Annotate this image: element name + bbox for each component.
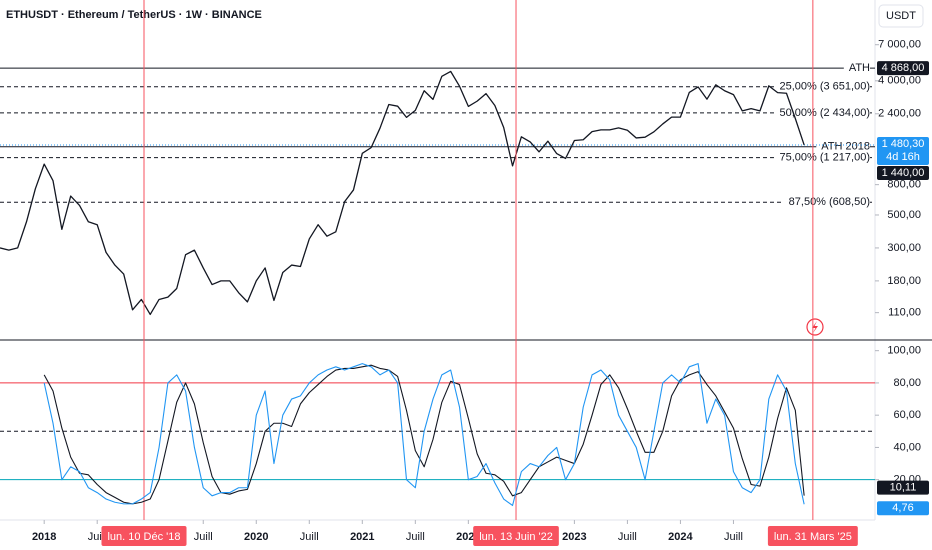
- level-label: 50,00% (2 434,00): [779, 107, 870, 119]
- marker-date-label: lun. 31 Mars '25: [774, 531, 852, 543]
- marker-date-label: lun. 13 Juin '22: [479, 531, 553, 543]
- level-label: 75,00% (1 217,00): [779, 151, 870, 163]
- y-tick-label: 300,00: [887, 242, 921, 254]
- y-tick-label: 800,00: [887, 179, 921, 191]
- y-tick-label: 80,00: [893, 377, 921, 389]
- chart-title: ETHUSDT · Ethereum / TetherUS · 1W · BIN…: [6, 9, 262, 21]
- level-tag-bg: [877, 61, 929, 76]
- marker-date-tag: [473, 526, 559, 546]
- level-label-bg: [783, 195, 870, 210]
- marker-date-tag: [767, 526, 858, 546]
- value-tag: 10,11: [890, 482, 917, 494]
- level-label-bg: [843, 61, 870, 76]
- value-tag-bg: [877, 480, 929, 495]
- value-tag: 4,76: [892, 502, 913, 514]
- level-tag: 4 868,00: [882, 62, 925, 74]
- value-tag-bg: [877, 501, 929, 516]
- x-tick-label: 2023: [562, 531, 586, 543]
- alert-bolt[interactable]: [812, 321, 818, 333]
- series-line: [43, 364, 805, 505]
- countdown-label: 4d 16h: [886, 151, 920, 163]
- last-price-tag-bg: [877, 136, 929, 165]
- x-tick-label: 2020: [244, 531, 268, 543]
- marker-date-tag: [101, 526, 187, 546]
- level-label-bg: [774, 150, 870, 165]
- x-tick-label: Juill: [194, 531, 213, 543]
- level-label: ATH 2018: [821, 141, 870, 153]
- y-tick-label: 40,00: [893, 441, 921, 453]
- x-tick-label: Juill: [724, 531, 743, 543]
- level-label-bg: [774, 105, 870, 120]
- level-label-bg: [816, 139, 870, 154]
- price-line: [0, 70, 805, 316]
- y-tick-label: 100,00: [887, 345, 921, 357]
- last-price-tag: 1 480,30: [882, 138, 925, 150]
- marker-date-label: lun. 10 Déc '18: [107, 531, 180, 543]
- x-tick-label: Juill: [300, 531, 319, 543]
- level-label-bg: [774, 79, 870, 94]
- y-tick-label: 4 000,00: [878, 75, 921, 87]
- y-tick-label: 500,00: [887, 209, 921, 221]
- level-tag: 1 440,00: [882, 167, 925, 179]
- y-tick-label: 60,00: [893, 409, 921, 421]
- y-tick-label: 110,00: [888, 307, 921, 319]
- currency-button[interactable]: [878, 4, 924, 28]
- alert-icon[interactable]: [806, 318, 824, 336]
- x-tick-label: 2018: [32, 531, 56, 543]
- currency-label[interactable]: USDT: [886, 10, 916, 22]
- y-tick-label: 7 000,00: [878, 39, 921, 51]
- level-label: 87,50% (608,50): [789, 196, 870, 208]
- level-tag-bg: [877, 165, 929, 180]
- x-tick-label: 2024: [668, 531, 693, 543]
- x-tick-label: Juill: [618, 531, 637, 543]
- x-tick-label: Juill: [406, 531, 425, 543]
- level-label: ATH: [849, 62, 870, 74]
- series-line: [43, 363, 805, 507]
- level-label: 25,00% (3 651,00): [779, 81, 870, 93]
- y-tick-label: 180,00: [887, 275, 921, 287]
- x-tick-label: 2021: [350, 531, 374, 543]
- y-tick-label: 2 400,00: [878, 108, 921, 120]
